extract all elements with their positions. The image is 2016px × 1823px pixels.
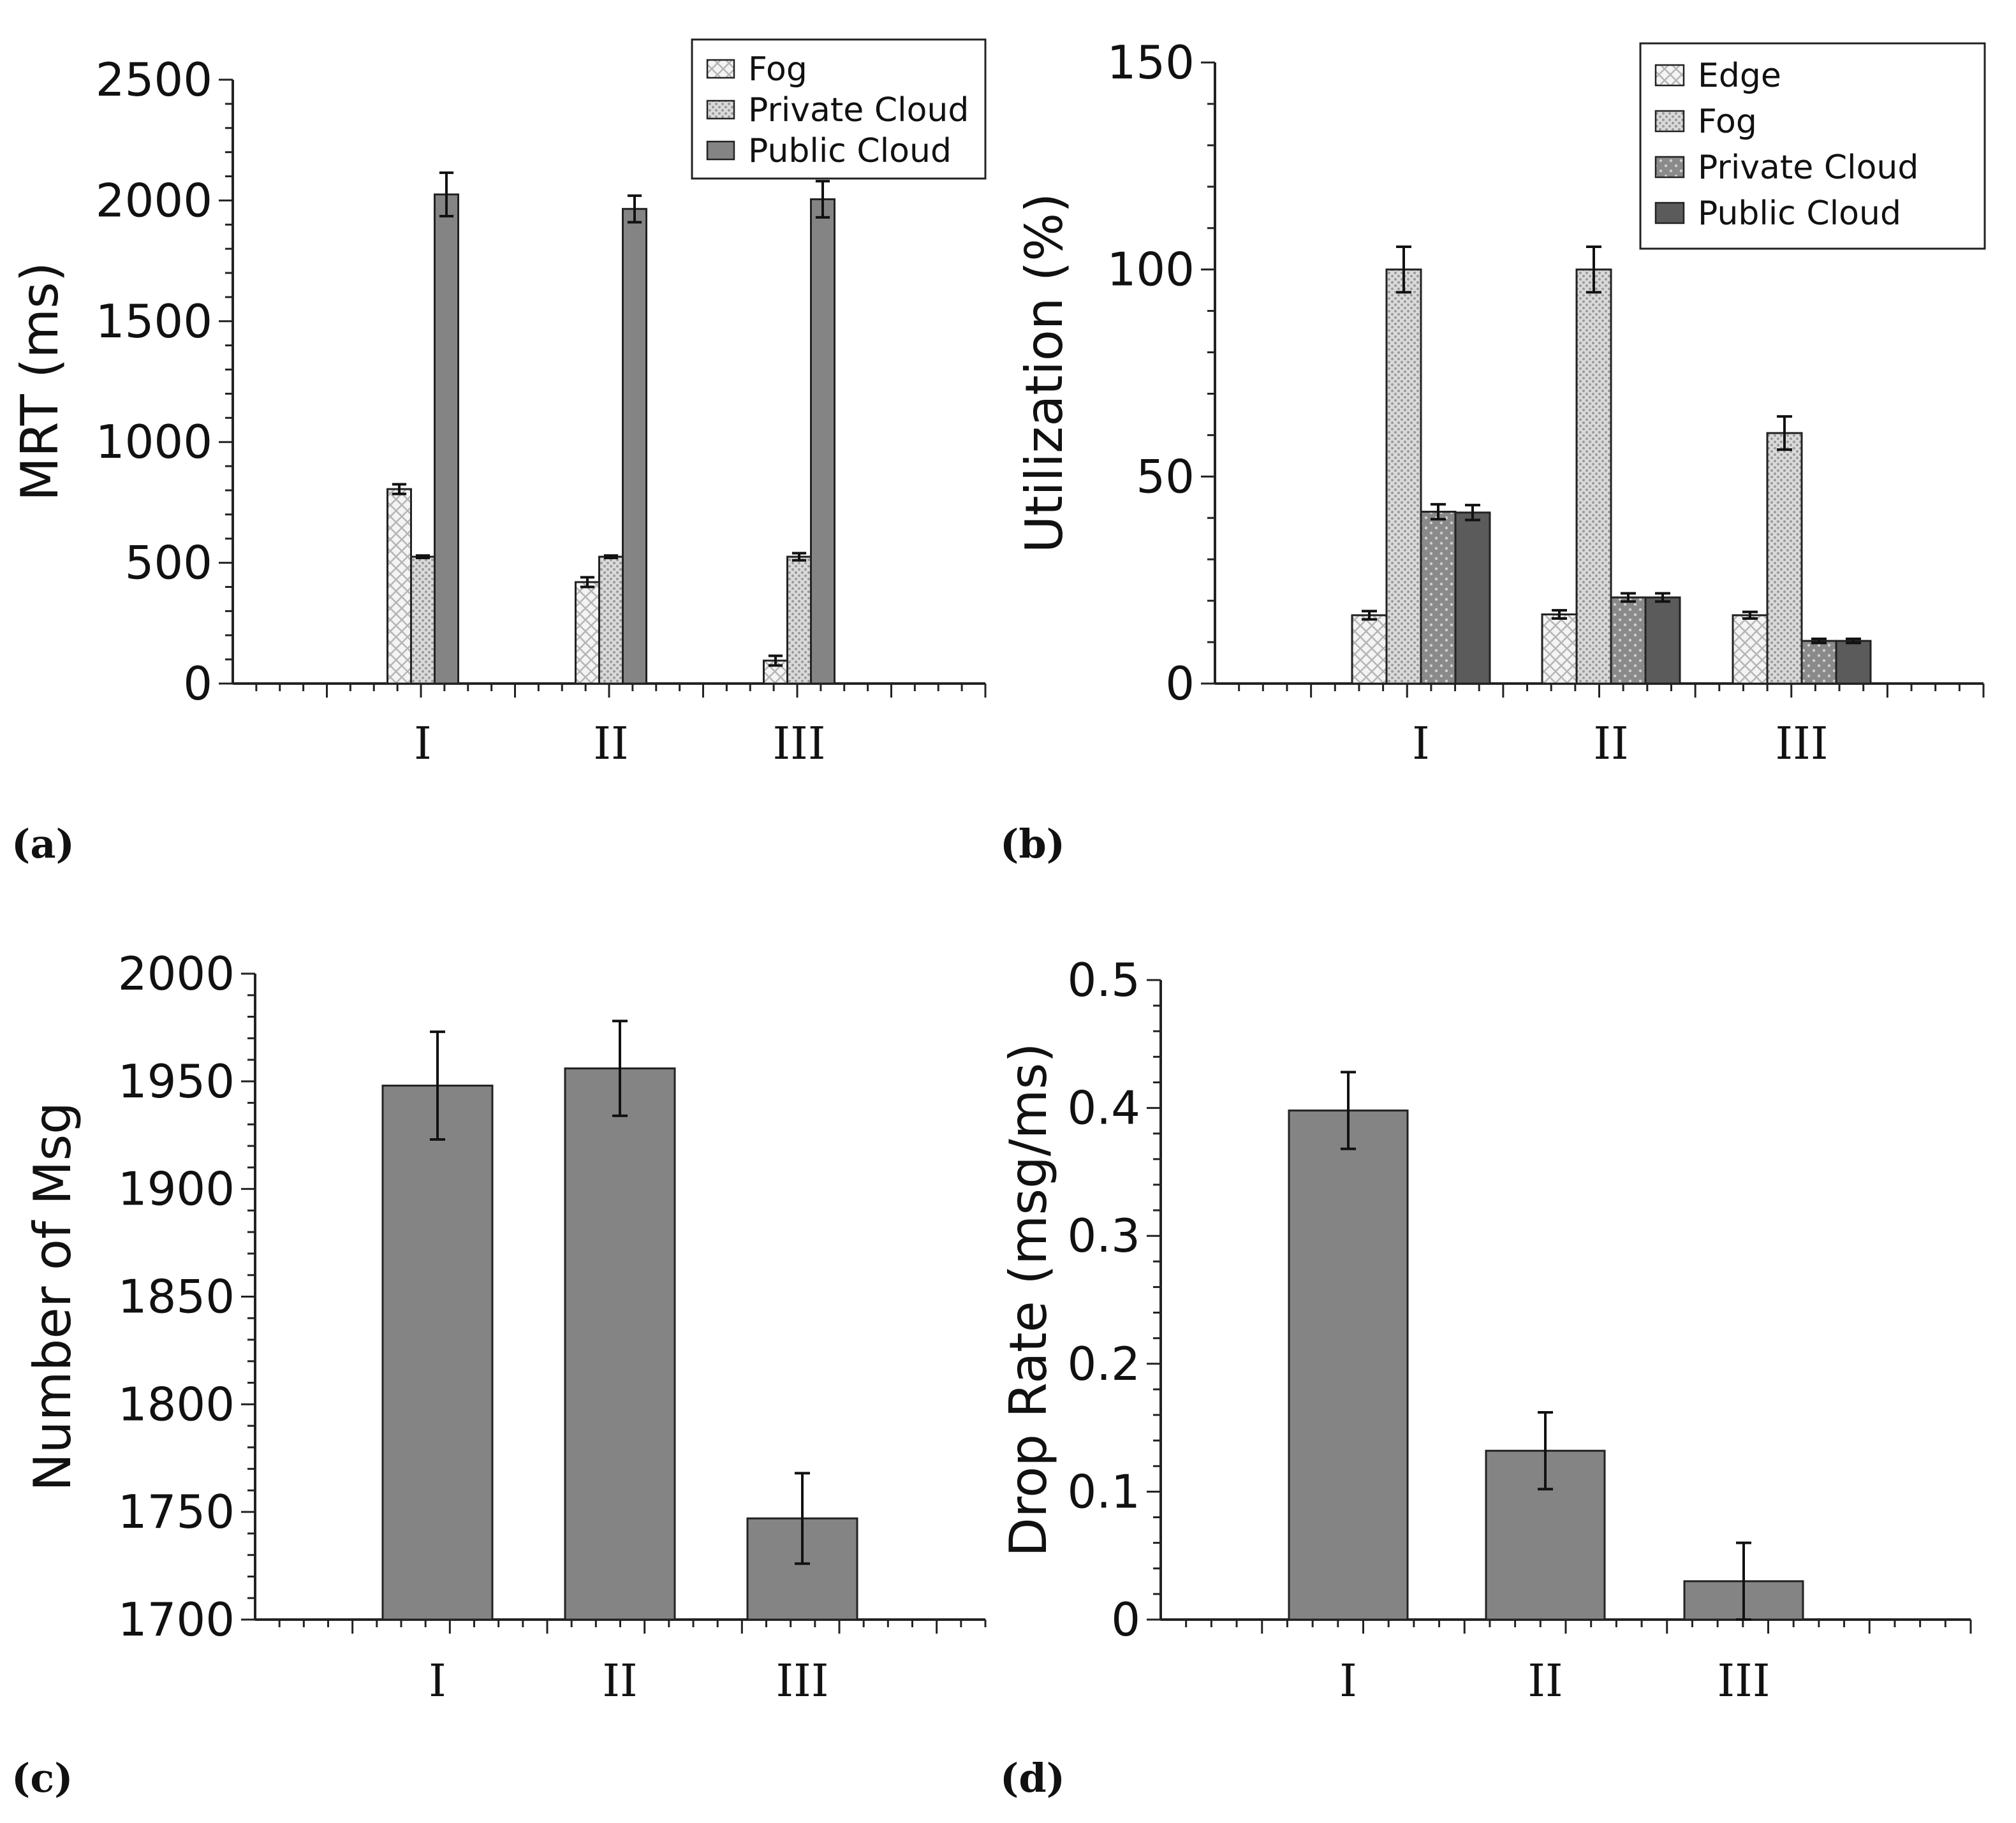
y-axis-title: Utilization (%) (1015, 193, 1074, 553)
y-tick-label: 1700 (118, 1593, 235, 1646)
y-tick-label: 0.5 (1067, 953, 1140, 1007)
y-tick-label: 500 (125, 536, 212, 590)
y-tick-label: 0.3 (1067, 1209, 1140, 1263)
y-tick-label: 150 (1107, 36, 1195, 89)
legend-swatch (1654, 156, 1685, 179)
legend-box (691, 38, 987, 180)
x-category-label: I (1339, 1655, 1357, 1707)
y-tick-label: 2500 (96, 53, 212, 106)
y-axis-title: Number of Msg (23, 1102, 82, 1491)
panel-label-b: (b) (1000, 821, 1065, 867)
bar (410, 555, 436, 685)
bar (1454, 511, 1491, 685)
x-category-label: I (429, 1655, 446, 1707)
legend-box (1639, 42, 1986, 250)
x-category-label: III (1718, 1655, 1770, 1707)
x-category-label: I (1412, 717, 1430, 770)
legend-label: Fog (1698, 103, 1757, 141)
y-tick-label: 1000 (96, 415, 212, 469)
x-category-label: II (1527, 1655, 1563, 1707)
y-tick-label: 1850 (118, 1270, 235, 1324)
panel-label-a: (a) (11, 821, 75, 867)
bar (575, 581, 600, 685)
x-category-label: II (602, 1655, 637, 1707)
x-category-label: II (1593, 717, 1628, 770)
legend-label: Public Cloud (748, 132, 952, 170)
y-axis-title: Drop Rate (msg/ms) (999, 1043, 1058, 1556)
legend-swatch (1654, 110, 1685, 133)
y-tick-label: 1900 (118, 1162, 235, 1216)
legend-label: Private Cloud (748, 91, 969, 129)
y-tick-label: 50 (1136, 450, 1195, 503)
legend-swatch (706, 59, 735, 79)
bar (598, 555, 624, 685)
bar (810, 198, 835, 685)
y-tick-label: 1800 (118, 1377, 235, 1431)
bar (434, 193, 459, 685)
legend-swatch (1654, 64, 1685, 87)
bar (622, 208, 647, 685)
y-tick-label: 0 (1111, 1593, 1140, 1646)
bar (1835, 640, 1872, 685)
y-tick-label: 0.2 (1067, 1337, 1140, 1391)
bar (1351, 614, 1388, 685)
y-axis-title: MRT (ms) (10, 262, 70, 501)
x-category-label: I (414, 717, 432, 770)
legend-label: Private Cloud (1698, 149, 1918, 187)
legend-swatch (1654, 201, 1685, 224)
y-tick-label: 2000 (96, 173, 212, 227)
bar (1766, 432, 1803, 685)
bar (564, 1067, 676, 1621)
bar (1800, 640, 1837, 685)
y-tick-label: 2000 (118, 947, 235, 1000)
legend-swatch (706, 99, 735, 120)
y-tick-label: 0 (1165, 657, 1195, 710)
panel-label-c: (c) (11, 1755, 73, 1801)
bar (1288, 1109, 1409, 1621)
panel-label-d: (d) (1000, 1755, 1065, 1801)
bar (1541, 613, 1578, 685)
y-tick-label: 1750 (118, 1485, 235, 1539)
bar (381, 1085, 494, 1621)
x-category-label: II (593, 717, 628, 770)
y-tick-label: 0 (183, 657, 212, 710)
x-category-label: III (776, 1655, 829, 1707)
x-category-label: III (773, 717, 826, 770)
y-tick-label: 0.1 (1067, 1465, 1140, 1518)
bar (1732, 614, 1769, 685)
legend-label: Public Cloud (1698, 194, 1901, 233)
y-tick-label: 1950 (118, 1055, 235, 1108)
bar (386, 488, 412, 685)
bar (1644, 596, 1681, 685)
legend-swatch (706, 140, 735, 161)
bar (1575, 268, 1612, 685)
bar (1420, 511, 1457, 685)
bar (1610, 596, 1647, 685)
bar (786, 555, 812, 685)
legend-label: Fog (748, 50, 807, 89)
y-tick-label: 1500 (96, 295, 212, 348)
x-category-label: III (1776, 717, 1828, 770)
legend-label: Edge (1698, 57, 1781, 95)
y-tick-label: 100 (1107, 243, 1195, 297)
bar (1385, 268, 1422, 685)
y-tick-label: 0.4 (1067, 1081, 1140, 1135)
